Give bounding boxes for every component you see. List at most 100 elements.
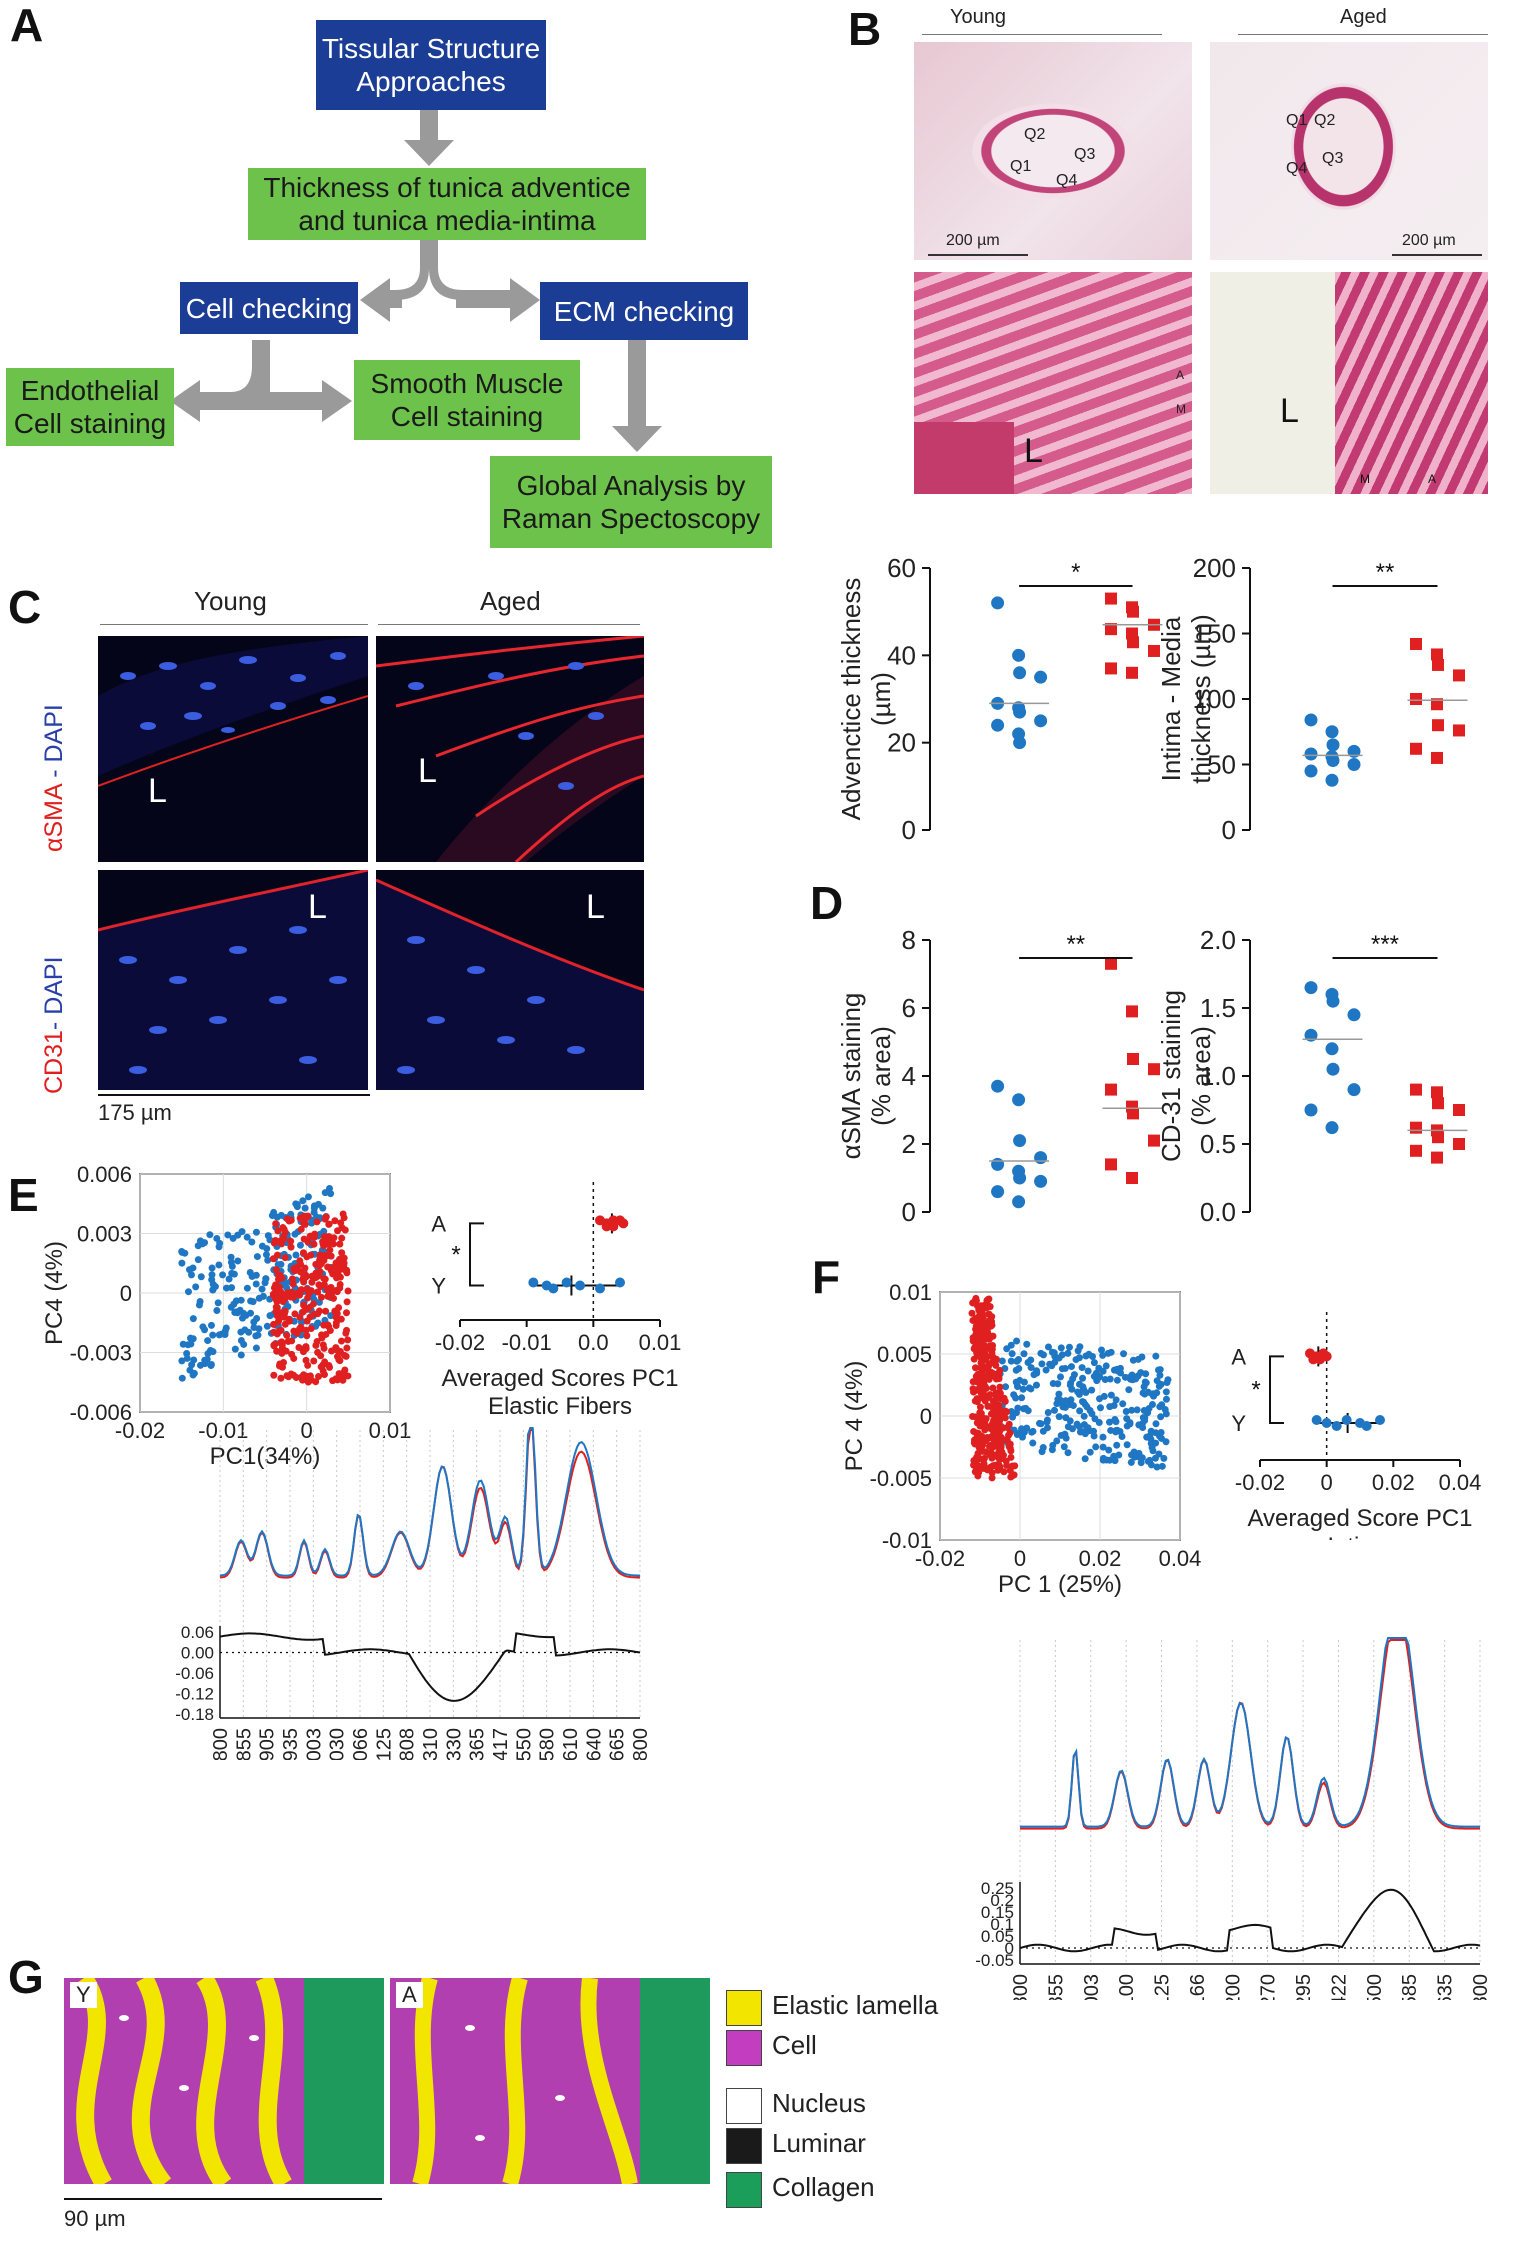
histology-young-rule bbox=[922, 34, 1162, 35]
pca-point-young bbox=[1032, 1381, 1040, 1389]
y-axis-label-unit: (% area) bbox=[1186, 1026, 1216, 1126]
pca-point-young bbox=[227, 1258, 235, 1266]
pca-point-young bbox=[255, 1294, 263, 1302]
pca-point-young bbox=[1148, 1400, 1156, 1408]
pca-point-aged bbox=[976, 1422, 984, 1430]
pca-point-young bbox=[1014, 1383, 1022, 1391]
chart-e-scores: -0.02 -0.01 0.0 0.01 Averaged Scores PC1Elas… bbox=[431, 1182, 681, 1420]
pca-point-aged bbox=[314, 1288, 322, 1296]
y-tick-label: 0.005 bbox=[877, 1342, 932, 1367]
pca-point-aged bbox=[270, 1371, 278, 1379]
pca-point-young bbox=[1155, 1366, 1163, 1374]
pca-point-young bbox=[1126, 1420, 1134, 1428]
data-point-aged bbox=[1432, 719, 1444, 732]
pca-point-young bbox=[1162, 1388, 1170, 1396]
pca-point-young bbox=[1054, 1380, 1062, 1388]
histology-young-zoom: L A M bbox=[914, 272, 1192, 494]
data-point-young bbox=[1304, 1028, 1318, 1042]
pca-point-aged bbox=[986, 1451, 994, 1459]
pca-point-young bbox=[1042, 1366, 1050, 1374]
score-point bbox=[1321, 1418, 1332, 1428]
pca-point-young bbox=[1152, 1420, 1160, 1428]
pca-point-young bbox=[1022, 1405, 1030, 1413]
pca-point-young bbox=[1156, 1371, 1164, 1379]
lumen-label: L bbox=[1280, 392, 1299, 430]
pca-point-aged bbox=[979, 1322, 987, 1330]
panel-letter-g: G bbox=[8, 1951, 44, 2003]
legend-swatch-cell bbox=[726, 2030, 762, 2066]
pca-point-aged bbox=[973, 1457, 981, 1465]
pca-point-aged bbox=[975, 1462, 983, 1470]
pca-point-aged bbox=[307, 1324, 315, 1332]
data-point-young bbox=[1347, 1008, 1361, 1022]
pca-point-aged bbox=[274, 1318, 282, 1326]
pca-point-young bbox=[313, 1319, 321, 1327]
data-point-young bbox=[1326, 1062, 1340, 1076]
pca-point-aged bbox=[990, 1462, 998, 1470]
pca-point-aged bbox=[325, 1240, 333, 1248]
data-point-young bbox=[1347, 758, 1361, 771]
layer-label: M bbox=[1176, 402, 1186, 416]
pca-point-young bbox=[1053, 1437, 1061, 1445]
pca-point-aged bbox=[1005, 1431, 1013, 1439]
pca-point-young bbox=[1103, 1456, 1111, 1464]
pca-point-young bbox=[1029, 1439, 1037, 1447]
lumen-label: L bbox=[1024, 432, 1043, 470]
pca-point-aged bbox=[269, 1255, 277, 1263]
y-tick-label: 1.0 bbox=[1200, 1061, 1236, 1091]
pca-point-aged bbox=[338, 1234, 346, 1242]
pca-point-aged bbox=[310, 1357, 318, 1365]
data-point-aged bbox=[1453, 1104, 1465, 1116]
x-tick-label: -0.01 bbox=[502, 1330, 552, 1355]
y-tick-label: 0.003 bbox=[77, 1222, 132, 1247]
pca-point-aged bbox=[290, 1371, 298, 1379]
x-tick-label: 855 bbox=[233, 1728, 255, 1760]
pca-point-aged bbox=[272, 1237, 280, 1245]
pca-point-young bbox=[228, 1269, 236, 1277]
pca-point-young bbox=[1039, 1427, 1047, 1435]
raman-map-aged: A bbox=[390, 1978, 710, 2184]
x-tick-label: 800 bbox=[210, 1728, 232, 1760]
pca-point-young bbox=[310, 1202, 318, 1210]
pca-point-young bbox=[222, 1324, 230, 1332]
pca-point-aged bbox=[972, 1413, 980, 1421]
pca-point-young bbox=[196, 1237, 204, 1245]
data-point-young bbox=[1347, 1083, 1361, 1097]
pca-point-aged bbox=[995, 1401, 1003, 1409]
pca-point-aged bbox=[337, 1315, 345, 1323]
y-tick-label: 2 bbox=[902, 1129, 916, 1159]
pca-point-young bbox=[1076, 1407, 1084, 1415]
pca-point-aged bbox=[985, 1374, 993, 1382]
pca-point-young bbox=[1080, 1412, 1088, 1420]
x-tick-label: -0.01 bbox=[198, 1418, 248, 1443]
fluo-texture bbox=[98, 636, 368, 787]
pca-point-aged bbox=[975, 1469, 983, 1477]
pca-point-aged bbox=[340, 1259, 348, 1267]
loading-y-tick-label: 0.2 bbox=[990, 1891, 1014, 1910]
pca-point-young bbox=[263, 1322, 271, 1330]
panel-letter-d: D bbox=[810, 877, 844, 929]
pca-point-aged bbox=[272, 1220, 280, 1228]
data-point-young bbox=[1325, 725, 1339, 739]
pca-point-young bbox=[1027, 1356, 1035, 1364]
pca-point-aged bbox=[978, 1315, 986, 1323]
flow-box-ecm-checking: ECM checking bbox=[540, 282, 748, 340]
pca-point-aged bbox=[303, 1332, 311, 1340]
pca-point-young bbox=[1098, 1346, 1106, 1354]
pca-point-aged bbox=[297, 1286, 305, 1294]
q-label: Q1 bbox=[1286, 112, 1308, 129]
pca-point-aged bbox=[272, 1295, 280, 1303]
pca-point-young bbox=[1062, 1397, 1070, 1405]
score-point bbox=[561, 1277, 572, 1288]
pca-point-young bbox=[245, 1328, 253, 1336]
pca-point-young bbox=[1029, 1427, 1037, 1435]
pca-point-young bbox=[248, 1238, 256, 1246]
data-point-aged bbox=[1432, 1097, 1444, 1110]
pca-point-aged bbox=[300, 1212, 308, 1220]
pca-point-aged bbox=[993, 1430, 1001, 1438]
pca-point-young bbox=[249, 1298, 257, 1306]
data-point-aged bbox=[1453, 724, 1465, 737]
pca-point-young bbox=[1012, 1409, 1020, 1417]
pca-point-young bbox=[1060, 1443, 1068, 1451]
pca-point-aged bbox=[988, 1321, 996, 1329]
